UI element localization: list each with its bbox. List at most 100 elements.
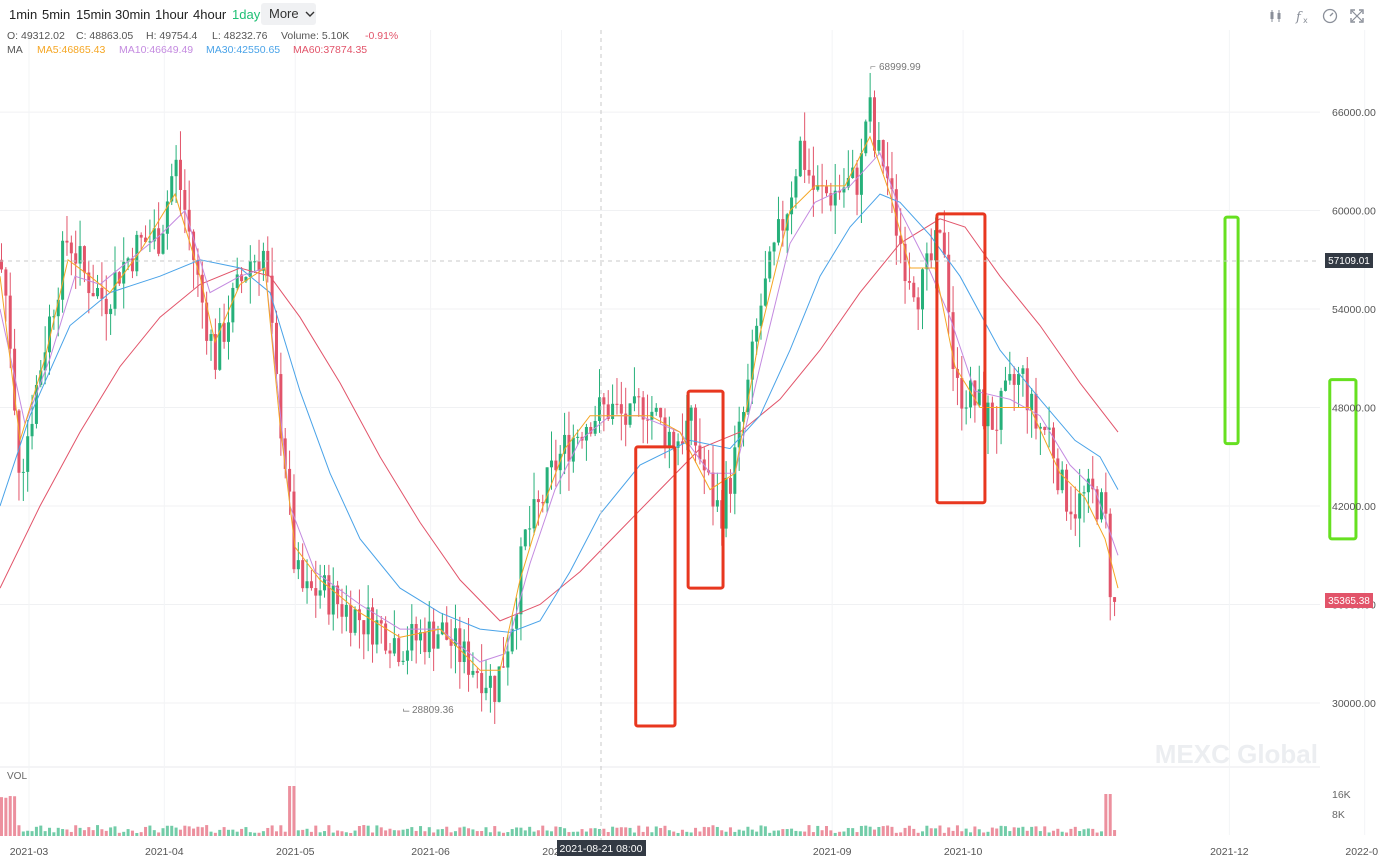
volume-bar [493, 826, 497, 836]
candle-body [362, 620, 366, 635]
volume-bar [951, 830, 955, 836]
gauge-icon[interactable] [1322, 8, 1338, 24]
candle-body [453, 628, 457, 646]
more-intervals-dropdown[interactable]: More [261, 3, 316, 25]
volume-bar [711, 825, 715, 836]
candle-body [1113, 597, 1117, 602]
y-tick-label: 30000.00 [1332, 698, 1376, 710]
volume-bar [144, 826, 148, 836]
volume-bar [816, 825, 820, 836]
volume-bar [375, 825, 379, 836]
candle-body [1043, 426, 1047, 431]
candle-body [742, 412, 746, 422]
volume-bar [379, 827, 383, 836]
interval-30min[interactable]: 30min [115, 7, 151, 22]
candle-body [715, 500, 719, 507]
candle-body [21, 471, 25, 473]
volume-bar [1082, 829, 1086, 836]
volume-bar [667, 830, 671, 836]
candle-body [1104, 492, 1108, 514]
volume-bar [432, 832, 436, 836]
interval-5min[interactable]: 5min [42, 7, 71, 22]
indicator-fx-icon[interactable]: f x [1295, 8, 1311, 24]
candle-body [877, 140, 881, 151]
candle-body [100, 287, 104, 299]
candle-body [510, 628, 514, 652]
candlestick-icon[interactable] [1268, 8, 1284, 24]
volume-bar [480, 831, 484, 836]
interval-1min[interactable]: 1min [9, 7, 38, 22]
volume-bar [43, 831, 47, 836]
candle-body [646, 419, 650, 421]
volume-bar [510, 829, 514, 836]
interval-toolbar: 1min 5min 15min 30min 1hour 4hour 1day M… [0, 0, 1379, 28]
candle-body [471, 670, 475, 675]
volume-bar [750, 829, 754, 836]
volume-bar [1047, 832, 1051, 836]
interval-4hour[interactable]: 4hour [193, 7, 227, 22]
volume-bar [973, 826, 977, 836]
volume-bar [532, 831, 536, 836]
volume-bar [419, 826, 423, 836]
volume-bar [803, 831, 807, 836]
candle-body [781, 219, 785, 231]
volume-bar [1086, 828, 1090, 836]
volume-bar [1108, 794, 1112, 836]
candle-body [798, 140, 802, 177]
candle-body [1017, 373, 1021, 385]
candle-body [916, 297, 920, 310]
volume-bar [737, 829, 741, 836]
candle-body [87, 272, 91, 294]
volume-bar [899, 832, 903, 836]
volume-bar [362, 825, 366, 836]
candle-body [432, 621, 436, 649]
high-value: H: 49754.4 [146, 30, 198, 42]
volume-bar [947, 827, 951, 836]
candle-body [56, 299, 60, 317]
volume-bar [615, 827, 619, 836]
volume-bar [707, 827, 711, 836]
candle-body [174, 159, 178, 177]
chart-grid [0, 30, 1366, 835]
candle-body [279, 374, 283, 439]
ma-label: MA [7, 44, 23, 56]
candle-body [1051, 427, 1055, 459]
high-annotation: 68999.99 [879, 62, 921, 73]
candle-body [462, 641, 466, 662]
candle-body [274, 322, 278, 375]
volume-bar [995, 828, 999, 836]
volume-bar [69, 831, 73, 836]
watermark-text: MEXC Global [1155, 739, 1318, 769]
fullscreen-icon[interactable] [1349, 8, 1365, 24]
candle-body [663, 417, 667, 446]
volume-bar [567, 832, 571, 836]
volume-bar [384, 830, 388, 836]
interval-1hour[interactable]: 1hour [155, 7, 189, 22]
volume-bar [916, 832, 920, 836]
volume-bar [1113, 830, 1117, 836]
candle-body [445, 622, 449, 640]
volume-bar [611, 826, 615, 836]
volume-bar [641, 831, 645, 836]
interval-1day[interactable]: 1day [232, 7, 261, 22]
candle-body [1008, 374, 1012, 381]
candle-body [728, 477, 732, 494]
volume-bar [135, 832, 139, 836]
candle-body [305, 581, 309, 589]
change-percent: -0.91% [365, 30, 399, 42]
candle-body [1099, 492, 1103, 520]
green-highlight-box [1328, 378, 1358, 541]
candle-body [842, 187, 846, 193]
volume-tick-16k: 16K [1332, 789, 1351, 801]
volume-bar [619, 827, 623, 836]
time-axis: 2021-032021-042021-052021-062021-072021-… [10, 846, 1379, 858]
volume-bar [1012, 827, 1016, 836]
open-value: O: 49312.02 [7, 30, 65, 42]
volume-bar [881, 826, 885, 836]
volume-bar [838, 831, 842, 836]
candle-body [39, 370, 43, 385]
volume-bar [999, 825, 1003, 836]
interval-15min[interactable]: 15min [76, 7, 112, 22]
volume-bar [877, 826, 881, 836]
